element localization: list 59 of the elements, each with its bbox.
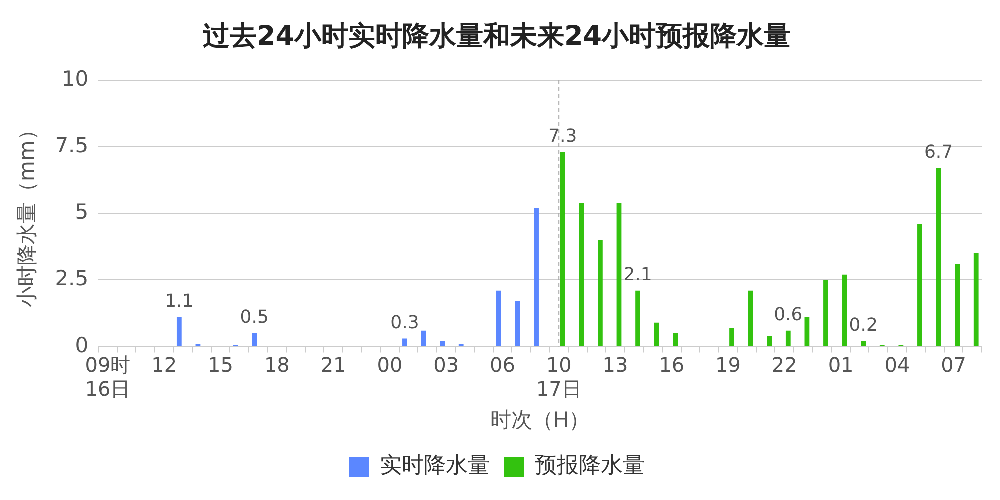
x-tick-label: 19: [716, 353, 741, 378]
data-label: 2.1: [624, 264, 652, 286]
x-tick-label: 01: [828, 353, 854, 378]
x-tick-label: 16: [659, 353, 685, 378]
y-axis-title: 小时降水量（mm）: [15, 120, 40, 308]
legend-label: 预报降水量: [535, 454, 645, 479]
x-tick-label: 13: [602, 353, 628, 378]
bar: [936, 168, 942, 346]
x-tick-label: 04: [884, 353, 910, 378]
x-tick-label: 03: [434, 353, 460, 378]
x-axis-title: 时次（H）: [490, 408, 590, 432]
x-tick-label: 12: [152, 353, 178, 378]
bar: [252, 333, 258, 346]
x-tick-label: 07: [941, 353, 967, 378]
bar: [918, 224, 922, 346]
data-label: 0.5: [240, 307, 269, 328]
x-tick-label: 10 17日: [536, 353, 582, 402]
bar: [515, 302, 520, 346]
bar: [974, 254, 979, 346]
bar: [748, 290, 754, 346]
bar: [534, 208, 539, 346]
bar: [767, 336, 772, 346]
bar: [804, 317, 810, 346]
x-tick-label: 15: [208, 353, 234, 378]
bar: [579, 202, 584, 346]
x-tick-label: 00: [377, 353, 403, 378]
bar: [842, 274, 848, 346]
bar: [176, 317, 182, 346]
y-tick-label: 10: [62, 66, 89, 91]
bar: [616, 202, 622, 346]
x-tick-label: 22: [772, 353, 798, 378]
bar: [824, 280, 828, 346]
bar: [786, 330, 791, 346]
chart-title: 过去24小时实时降水量和未来24小时预报降水量: [202, 21, 792, 52]
bar: [673, 333, 678, 346]
bar: [440, 341, 446, 346]
x-tick-label: 06: [490, 353, 516, 378]
bar: [598, 240, 603, 346]
y-tick-label: 5: [75, 200, 89, 224]
bar: [654, 322, 660, 346]
bar: [861, 341, 866, 346]
data-label: 6.7: [924, 142, 954, 163]
bar: [560, 152, 566, 346]
data-label: 0.3: [390, 312, 420, 334]
bar: [496, 290, 502, 346]
data-label: 7.3: [548, 126, 578, 147]
legend-label: 实时降水量: [380, 454, 490, 479]
y-tick-label: 7.5: [55, 133, 89, 158]
x-tick-label: 21: [320, 353, 346, 378]
bar: [955, 264, 960, 346]
bar: [730, 328, 734, 346]
bar: [402, 338, 408, 346]
bar: [636, 290, 640, 346]
data-label: 1.1: [165, 291, 194, 312]
y-tick-label: 2.5: [55, 266, 89, 291]
x-tick-label: 18: [264, 353, 290, 378]
data-label: 0.2: [849, 315, 878, 336]
bar: [421, 330, 426, 346]
data-label: 0.6: [774, 304, 803, 326]
